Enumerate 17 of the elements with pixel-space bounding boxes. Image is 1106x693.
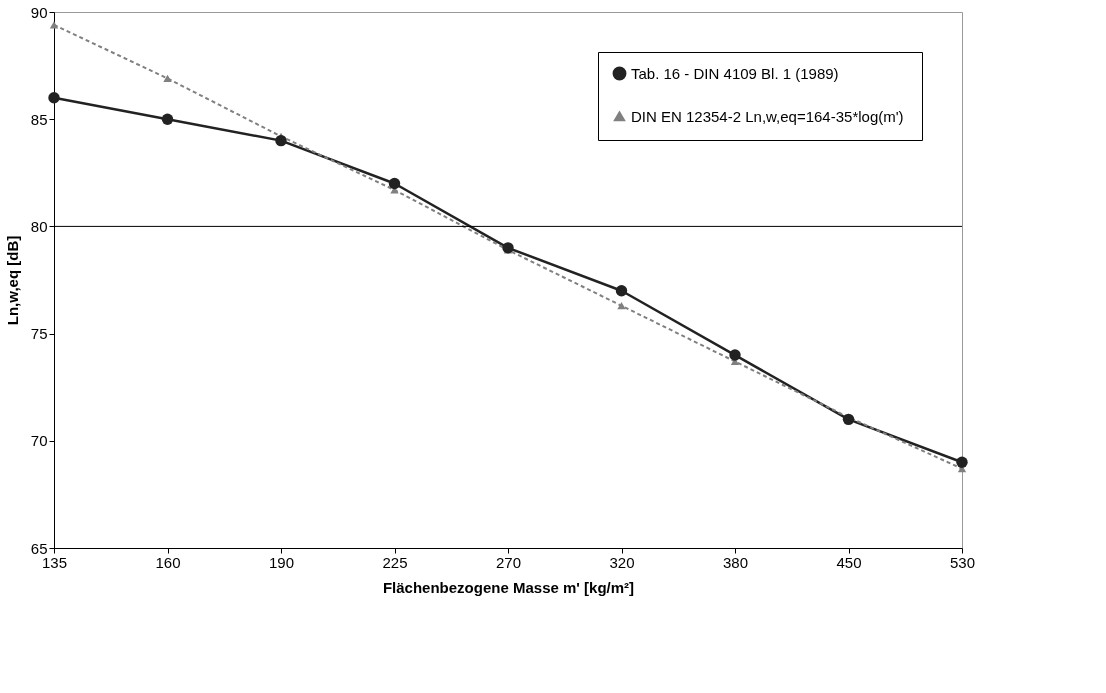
x-tick-label: 380 xyxy=(722,553,749,571)
x-tick-label: 320 xyxy=(609,553,635,571)
x-axis-title: Flächenbezogene Masse m' [kg/m²] xyxy=(382,578,635,596)
x-tick-label: 270 xyxy=(495,553,522,571)
y-tick-label: 85 xyxy=(30,110,48,128)
x-tick-label: 225 xyxy=(382,553,408,571)
x-tick-label: 450 xyxy=(836,553,862,571)
x-tick-label: 190 xyxy=(268,553,295,571)
y-tick-label: 90 xyxy=(30,3,48,21)
legend-label: DIN EN 12354-2 Ln,w,eq=164-35*log(m') xyxy=(631,107,904,125)
y-axis-title: Ln,w,eq [dB] xyxy=(3,235,21,326)
y-tick-label: 70 xyxy=(30,432,48,450)
x-tick-label: 160 xyxy=(155,553,181,571)
y-tick-label: 80 xyxy=(30,217,48,235)
y-tick-label: 75 xyxy=(30,325,48,343)
legend-label: Tab. 16 - DIN 4109 Bl. 1 (1989) xyxy=(631,64,839,82)
x-tick-label: 530 xyxy=(949,553,976,571)
